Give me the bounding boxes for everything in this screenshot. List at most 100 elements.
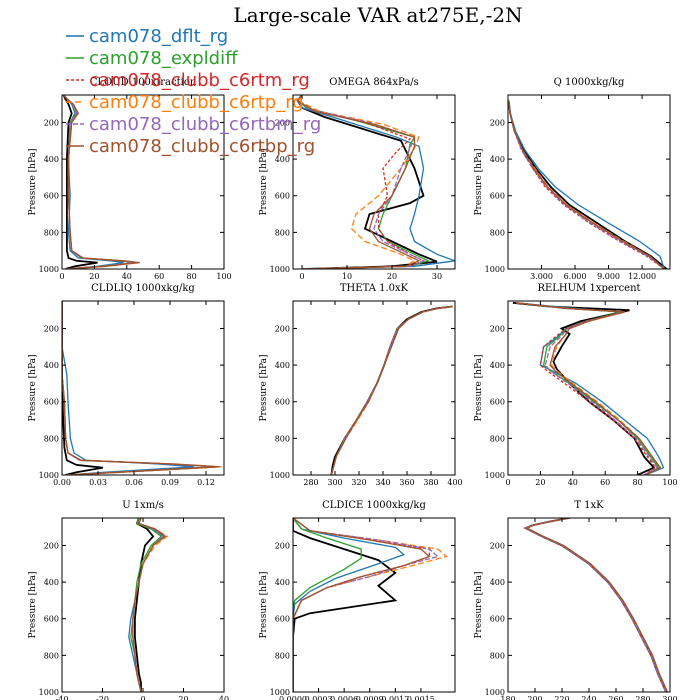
y-tick-label: 1000	[485, 471, 505, 480]
series-line-cam078-expldiff	[523, 518, 667, 692]
y-tick-label: 400	[275, 155, 290, 164]
legend-label: cam078_expldiff	[89, 48, 238, 69]
legend-label: cam078_dflt_rg	[89, 26, 228, 47]
y-tick-label: 200	[490, 324, 505, 333]
y-axis-label: Pressure [hPa]	[259, 148, 269, 215]
plot-frame	[507, 517, 671, 693]
y-tick-label: 1000	[485, 265, 505, 274]
x-tick-label: 360	[399, 478, 414, 487]
x-tick-label: 40	[568, 478, 578, 487]
series-line-cam078-clubb-c6rtbp-rg	[516, 302, 662, 475]
x-tick-label: 0.09	[161, 478, 179, 487]
panel-cloud: CLOUD 100xfraction Pressure [hPa] 0 20 40 60 8…	[28, 77, 232, 281]
series-line-cam078-clubb-c6rtp-rg	[62, 301, 222, 475]
y-tick-label: 600	[44, 398, 59, 407]
series-line-cam078-expldiff	[330, 305, 453, 475]
series-line-cam078-clubb-c6rtbp-rg	[132, 518, 167, 692]
panel-title: CLDLIQ 1000xkg/kg	[91, 283, 195, 294]
panel-omega: OMEGA 864xPa/s Pressure [hPa] 0 10 20 30 200 40…	[259, 77, 456, 281]
x-tick-label: 20	[387, 272, 397, 281]
legend-label: cam078_clubb_c6rtbp_rg	[89, 136, 315, 157]
y-tick-label: 200	[490, 541, 505, 550]
series-line-cam078-clubb-c6rtp-rg	[330, 305, 453, 475]
panel-u: U 1xm/s Pressure [hPa] -40 -20 0 20 40 200 400 60…	[28, 500, 229, 700]
series-line-cam078-clubb-c6rtm-rg	[523, 518, 667, 692]
x-tick-label: 6.000	[564, 272, 587, 281]
x-tick-label: 0	[505, 478, 510, 487]
y-tick-label: 400	[44, 155, 59, 164]
panel-title: U 1xm/s	[122, 500, 164, 511]
series-line-cam078-clubb-c6rtbm-rg	[523, 518, 667, 692]
y-tick-label: 1000	[39, 265, 59, 274]
series-line-cam078-clubb-c6rtbp-rg	[508, 100, 665, 269]
y-tick-label: 600	[275, 398, 290, 407]
y-tick-label: 800	[490, 651, 505, 660]
plot-frame	[292, 517, 456, 693]
panel-theta: THETA 1.0xK Pressure [hPa] 280 300 320 340 360…	[259, 283, 463, 487]
series-line-cam078-clubb-c6rtbm-rg	[508, 100, 665, 269]
x-tick-label: 0.0003	[305, 695, 333, 700]
series-group	[296, 95, 455, 269]
y-tick-label: 600	[490, 615, 505, 624]
y-tick-label: 600	[490, 192, 505, 201]
series-line-cam078-clubb-c6rtbm-rg	[516, 302, 658, 475]
series-line-control	[134, 518, 155, 692]
y-tick-label: 800	[44, 651, 59, 660]
x-tick-label: 80	[633, 478, 643, 487]
series-line-cam078-expldiff	[62, 301, 216, 475]
series-line-cam078-dflt-rg	[525, 518, 668, 692]
plot-frame	[507, 94, 671, 270]
legend-item-cam078-clubb-c6rtbp-rg: cam078_clubb_c6rtbp_rg	[66, 136, 315, 157]
series-line-cam078-clubb-c6rtm-rg	[62, 301, 219, 475]
panel-title: CLDICE 1000xkg/kg	[322, 500, 426, 511]
panel-relhum: RELHUM 1xpercent Pressure [hPa] 0 20 40 60 80 1…	[474, 283, 678, 487]
x-tick-label: 280	[635, 695, 650, 700]
y-tick-label: 200	[44, 324, 59, 333]
x-tick-label: 100	[216, 272, 231, 281]
legend-label: cam078_clubb_c6rtbm_rg	[89, 114, 321, 135]
series-group	[523, 518, 668, 692]
x-tick-label: -40	[56, 695, 69, 700]
x-tick-label: 0.0015	[407, 695, 435, 700]
series-line-cam078-clubb-c6rtm-rg	[330, 305, 453, 475]
panel-q: Q 1000xkg/kg Pressure [hPa] 3.000 6.000 9.00…	[474, 77, 671, 281]
series-line-control	[62, 95, 98, 269]
plot-frame	[292, 94, 456, 270]
y-tick-label: 600	[44, 615, 59, 624]
x-tick-label: 0.12	[197, 478, 215, 487]
y-axis-label: Pressure [hPa]	[28, 354, 38, 421]
y-tick-label: 200	[275, 118, 290, 127]
panel-title: RELHUM 1xpercent	[537, 283, 640, 294]
x-tick-label: 300	[327, 478, 342, 487]
x-tick-label: 0	[59, 272, 64, 281]
legend-item-cam078-clubb-c6rtp-rg: cam078_clubb_c6rtp_rg	[66, 92, 304, 113]
x-tick-label: 20	[178, 695, 188, 700]
series-line-cam078-clubb-c6rtbp-rg	[330, 305, 453, 475]
series-line-cam078-clubb-c6rtp-rg	[516, 302, 662, 475]
series-line-control	[296, 95, 438, 269]
series-line-cam078-expldiff	[516, 302, 660, 475]
y-tick-label: 800	[490, 434, 505, 443]
legend-label: cam078_clubb_c6rtp_rg	[89, 92, 304, 113]
y-tick-label: 200	[490, 118, 505, 127]
series-line-cam078-dflt-rg	[293, 518, 406, 692]
y-tick-label: 1000	[485, 688, 505, 697]
x-tick-label: 0.00	[53, 478, 71, 487]
panel-title: T 1xK	[574, 500, 604, 511]
series-line-control	[523, 518, 667, 692]
series-line-control	[330, 305, 453, 475]
series-group	[128, 518, 169, 692]
y-tick-label: 1000	[270, 688, 290, 697]
y-tick-label: 800	[44, 434, 59, 443]
figure-title: Large-scale VAR at275E,-2N	[233, 3, 522, 27]
y-tick-label: 200	[44, 118, 59, 127]
x-tick-label: 30	[432, 272, 442, 281]
y-tick-label: 1000	[39, 471, 59, 480]
series-group	[62, 301, 222, 475]
plot-frame	[292, 300, 456, 476]
series-line-cam078-clubb-c6rtbp-rg	[525, 518, 668, 692]
y-axis-label: Pressure [hPa]	[28, 148, 38, 215]
series-line-cam078-clubb-c6rtbm-rg	[330, 305, 453, 475]
x-tick-label: 20	[89, 272, 99, 281]
